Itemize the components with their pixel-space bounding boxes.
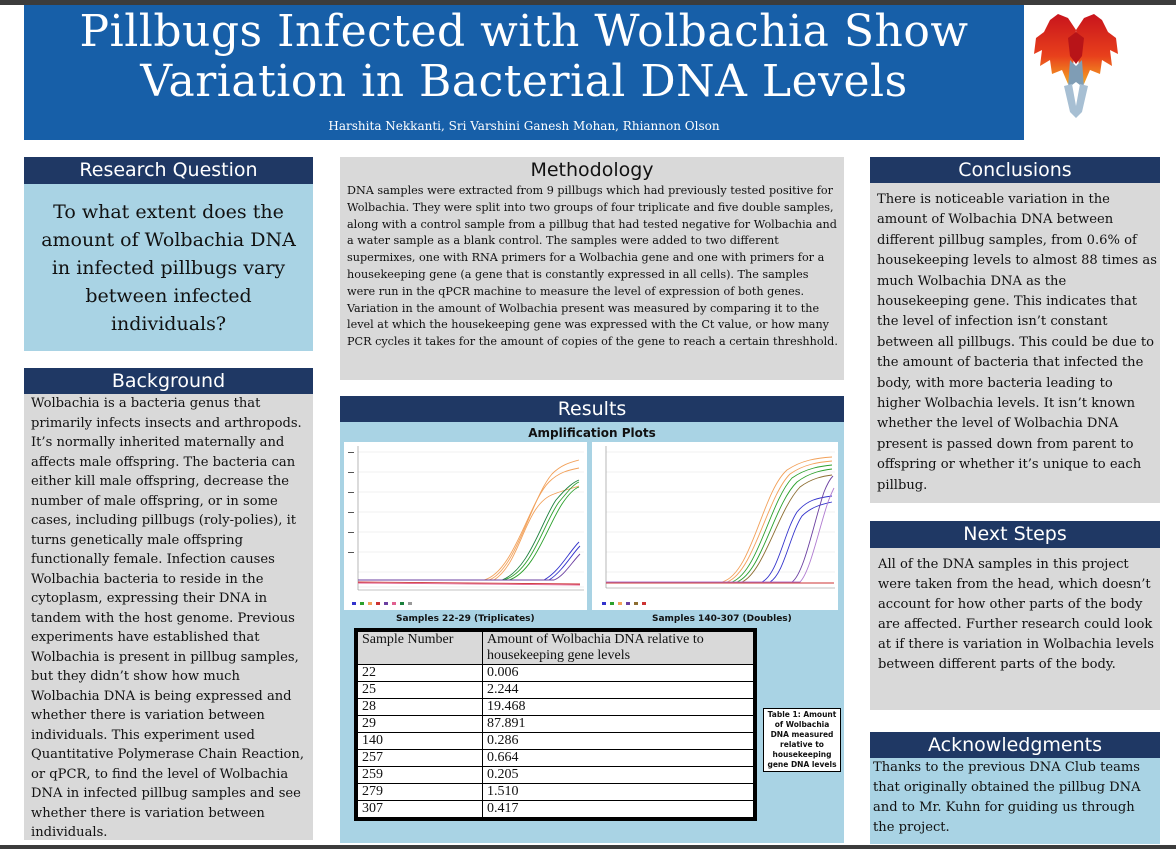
table-row: 307 0.417 — [357, 800, 754, 818]
acknowledgments-header: Acknowledgments — [870, 732, 1160, 758]
table-row: 28 19.468 — [357, 698, 754, 716]
background-title: Background — [111, 370, 226, 392]
table-cell-amount: 0.286 — [482, 732, 754, 750]
methodology-box: Methodology DNA samples were extracted f… — [340, 157, 844, 380]
table-header-row: Sample Number Amount of Wolbachia DNA re… — [357, 631, 754, 665]
next-steps-header: Next Steps — [870, 521, 1160, 548]
title-line-1: Pillbugs Infected with Wolbachia Show — [79, 6, 969, 57]
table-header-amount: Amount of Wolbachia DNA relative to hous… — [482, 631, 754, 665]
results-title: Results — [557, 398, 627, 420]
results-header: Results — [340, 396, 844, 422]
results-subtitle: Amplification Plots — [528, 426, 656, 440]
background-text: Wolbachia is a bacteria genus that prima… — [31, 396, 305, 840]
table-header-sample: Sample Number — [357, 631, 483, 665]
table-cell-amount: 0.205 — [482, 766, 754, 784]
table-row: 257 0.664 — [357, 749, 754, 767]
table-cell-sample: 22 — [357, 664, 483, 682]
table-cell-sample: 307 — [357, 800, 483, 818]
table-cell-sample: 28 — [357, 698, 483, 716]
table-cell-sample: 29 — [357, 715, 483, 733]
table-cell-sample: 25 — [357, 681, 483, 699]
table-cell-amount: 0.664 — [482, 749, 754, 767]
research-question-header: Research Question — [24, 157, 313, 184]
conclusions-header: Conclusions — [870, 157, 1160, 183]
table-row: 29 87.891 — [357, 715, 754, 733]
table-row: 25 2.244 — [357, 681, 754, 699]
table-row: 22 0.006 — [357, 664, 754, 682]
research-question-title: Research Question — [79, 159, 258, 181]
results-box: Amplification Plots — [340, 422, 844, 843]
conclusions-box: There is noticeable variation in the amo… — [870, 183, 1160, 503]
amplification-plot-1 — [344, 442, 587, 610]
poster-header: Pillbugs Infected with Wolbachia Show Va… — [24, 5, 1024, 140]
plot-1-caption: Samples 22-29 (Triplicates) — [396, 614, 535, 624]
acknowledgments-title: Acknowledgments — [928, 734, 1102, 756]
table-cell-sample: 259 — [357, 766, 483, 784]
next-steps-box: All of the DNA samples in this project w… — [870, 548, 1160, 710]
table-cell-amount: 0.006 — [482, 664, 754, 682]
table-cell-amount: 2.244 — [482, 681, 754, 699]
acknowledgments-text: Thanks to the previous DNA Club teams th… — [873, 760, 1141, 835]
table-cell-sample: 279 — [357, 783, 483, 801]
poster-title: Pillbugs Infected with Wolbachia Show Va… — [24, 7, 1024, 107]
plot-2-caption: Samples 140-307 (Doubles) — [652, 614, 792, 624]
plot-2-svg — [602, 446, 835, 605]
table-caption: Table 1: Amount of Wolbachia DNA measure… — [763, 708, 841, 772]
table-cell-sample: 257 — [357, 749, 483, 767]
background-header: Background — [24, 368, 313, 394]
table-cell-amount: 0.417 — [482, 800, 754, 818]
table-row: 279 1.510 — [357, 783, 754, 801]
acknowledgments-box: Thanks to the previous DNA Club teams th… — [870, 758, 1160, 844]
methodology-text: DNA samples were extracted from 9 pillbu… — [347, 184, 838, 349]
table-row: 259 0.205 — [357, 766, 754, 784]
research-question-text: To what extent does the amount of Wolbac… — [41, 201, 296, 335]
conclusions-title: Conclusions — [958, 159, 1072, 181]
research-question-box: To what extent does the amount of Wolbac… — [24, 184, 313, 351]
plot-1-svg — [348, 446, 584, 605]
table-cell-amount: 87.891 — [482, 715, 754, 733]
phoenix-logo-icon — [1034, 14, 1118, 118]
amplification-plot-2 — [592, 442, 838, 610]
background-box: Wolbachia is a bacteria genus that prima… — [24, 394, 313, 840]
top-border — [0, 0, 1176, 5]
table-cell-amount: 1.510 — [482, 783, 754, 801]
next-steps-text: All of the DNA samples in this project w… — [878, 557, 1155, 672]
results-table-frame: Sample Number Amount of Wolbachia DNA re… — [354, 628, 757, 821]
methodology-title: Methodology — [530, 159, 654, 181]
authors: Harshita Nekkanti, Sri Varshini Ganesh M… — [328, 119, 720, 133]
table-row: 140 0.286 — [357, 732, 754, 750]
bottom-border — [0, 845, 1176, 849]
title-line-2: Variation in Bacterial DNA Levels — [140, 56, 908, 107]
next-steps-title: Next Steps — [963, 523, 1067, 545]
conclusions-text: There is noticeable variation in the amo… — [877, 192, 1157, 493]
table-cell-amount: 19.468 — [482, 698, 754, 716]
results-table: Sample Number Amount of Wolbachia DNA re… — [357, 631, 754, 818]
table-cell-sample: 140 — [357, 732, 483, 750]
